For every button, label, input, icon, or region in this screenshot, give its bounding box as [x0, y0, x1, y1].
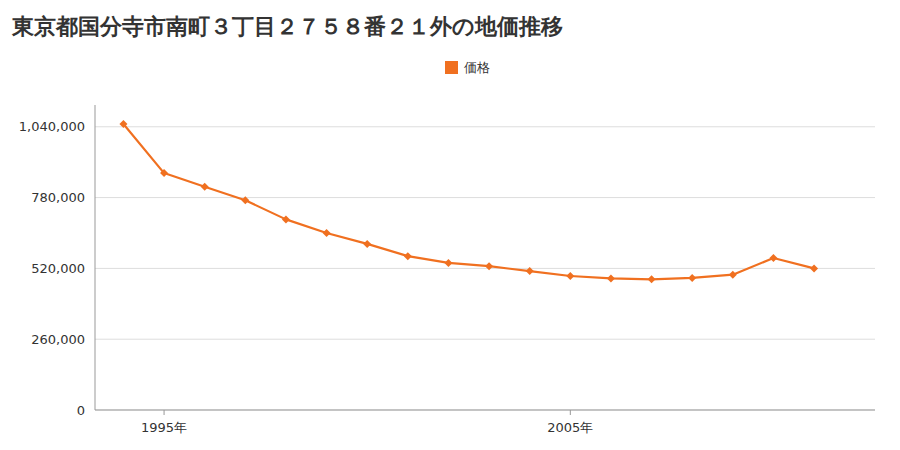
y-axis-line [95, 105, 96, 410]
data-point [526, 267, 534, 275]
data-point [323, 229, 331, 237]
data-point [444, 259, 452, 267]
y-tick-label: 520,000 [31, 261, 85, 276]
data-point [566, 272, 574, 280]
data-point [160, 169, 168, 177]
data-point [648, 275, 656, 283]
data-point [688, 274, 696, 282]
data-point [769, 254, 777, 262]
grid-line [95, 197, 875, 198]
chart-container: 東京都国分寺市南町３丁目２７５８番２１外の地価推移 0 260,000 520,000… [0, 0, 900, 450]
legend-label: 価格 [464, 60, 490, 75]
grid-line [95, 339, 875, 340]
data-point [363, 240, 371, 248]
data-point [607, 274, 615, 282]
title: 東京都国分寺市南町３丁目２７５８番２１外の地価推移 [11, 14, 563, 39]
x-tick-label: 1995年 [141, 420, 187, 435]
x-tick-label: 2005年 [547, 420, 593, 435]
grid [95, 127, 875, 410]
grid-line [95, 410, 875, 411]
x-tick [570, 410, 571, 415]
y-tick-label: 260,000 [31, 332, 85, 347]
y-tick-label: 1,040,000 [19, 119, 85, 134]
legend: 価格 [445, 60, 490, 75]
grid-line [95, 126, 875, 127]
data-point [282, 215, 290, 223]
data-point [729, 271, 737, 279]
series-line [123, 124, 814, 279]
y-tick-label: 0 [77, 403, 85, 418]
data-point [485, 262, 493, 270]
plot-area [119, 120, 818, 283]
data-point [241, 196, 249, 204]
data-point [810, 264, 818, 272]
data-point [119, 120, 127, 128]
chart-svg: 東京都国分寺市南町３丁目２７５８番２１外の地価推移 0 260,000 520,000… [0, 0, 900, 450]
x-tick [164, 410, 165, 415]
x-axis-line [95, 410, 875, 411]
data-point [404, 252, 412, 260]
legend-swatch [445, 61, 458, 74]
y-tick-label: 780,000 [31, 190, 85, 205]
data-point [201, 183, 209, 191]
grid-line [95, 268, 875, 269]
